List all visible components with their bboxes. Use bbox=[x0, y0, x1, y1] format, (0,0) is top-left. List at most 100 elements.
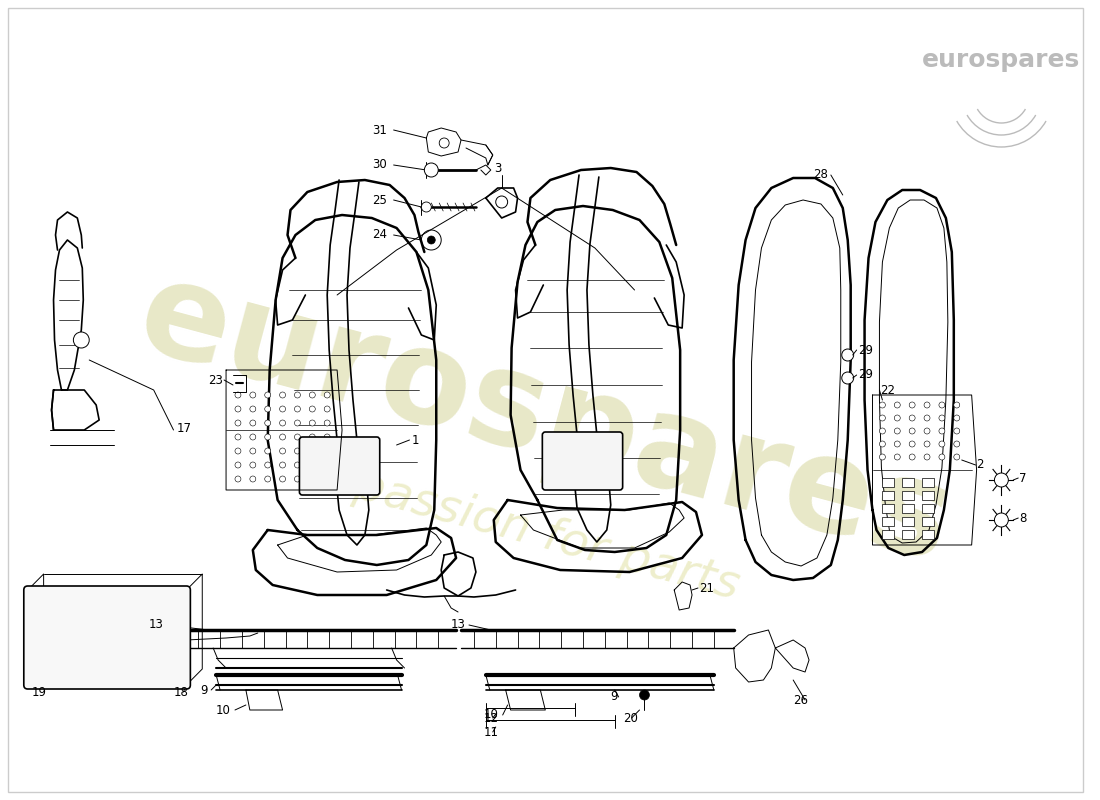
Circle shape bbox=[954, 428, 959, 434]
Circle shape bbox=[250, 462, 256, 468]
Text: 10: 10 bbox=[216, 703, 231, 717]
Circle shape bbox=[295, 462, 300, 468]
Circle shape bbox=[279, 448, 286, 454]
Circle shape bbox=[235, 434, 241, 440]
Circle shape bbox=[939, 441, 945, 447]
Circle shape bbox=[235, 476, 241, 482]
Text: 11: 11 bbox=[484, 726, 498, 738]
Circle shape bbox=[924, 402, 930, 408]
Text: eurospares: eurospares bbox=[922, 48, 1080, 72]
Text: 12: 12 bbox=[484, 711, 498, 725]
Circle shape bbox=[295, 406, 300, 412]
Circle shape bbox=[954, 402, 959, 408]
Circle shape bbox=[421, 230, 441, 250]
Bar bbox=[922, 491, 934, 500]
Circle shape bbox=[235, 406, 241, 412]
Text: 28: 28 bbox=[813, 169, 828, 182]
Circle shape bbox=[235, 392, 241, 398]
Circle shape bbox=[939, 415, 945, 421]
Circle shape bbox=[279, 434, 286, 440]
Circle shape bbox=[250, 392, 256, 398]
FancyBboxPatch shape bbox=[542, 432, 623, 490]
Text: 9: 9 bbox=[609, 690, 617, 703]
Circle shape bbox=[265, 448, 271, 454]
Circle shape bbox=[295, 420, 300, 426]
Circle shape bbox=[309, 420, 316, 426]
Circle shape bbox=[324, 476, 330, 482]
Circle shape bbox=[250, 476, 256, 482]
Circle shape bbox=[954, 415, 959, 421]
Circle shape bbox=[295, 476, 300, 482]
Text: 20: 20 bbox=[623, 711, 638, 725]
Circle shape bbox=[439, 138, 449, 148]
Circle shape bbox=[894, 402, 900, 408]
Circle shape bbox=[894, 454, 900, 460]
Text: 10: 10 bbox=[484, 709, 498, 722]
Circle shape bbox=[421, 202, 431, 212]
Circle shape bbox=[427, 236, 436, 244]
Text: 22: 22 bbox=[880, 383, 895, 397]
Text: 26: 26 bbox=[793, 694, 808, 706]
Text: 29: 29 bbox=[858, 369, 872, 382]
Circle shape bbox=[32, 664, 44, 676]
Circle shape bbox=[309, 448, 316, 454]
Circle shape bbox=[295, 448, 300, 454]
Text: 17: 17 bbox=[176, 422, 191, 434]
Circle shape bbox=[265, 462, 271, 468]
Text: 18: 18 bbox=[174, 686, 188, 698]
Circle shape bbox=[910, 428, 915, 434]
Bar bbox=[882, 517, 894, 526]
Bar bbox=[882, 504, 894, 513]
Circle shape bbox=[639, 690, 649, 700]
Circle shape bbox=[910, 454, 915, 460]
Circle shape bbox=[954, 454, 959, 460]
Circle shape bbox=[842, 349, 854, 361]
Circle shape bbox=[924, 428, 930, 434]
Circle shape bbox=[295, 434, 300, 440]
Circle shape bbox=[879, 428, 886, 434]
Circle shape bbox=[324, 462, 330, 468]
Circle shape bbox=[265, 392, 271, 398]
FancyBboxPatch shape bbox=[299, 437, 380, 495]
Bar bbox=[902, 504, 914, 513]
Text: 24: 24 bbox=[372, 229, 387, 242]
Circle shape bbox=[265, 476, 271, 482]
Bar bbox=[902, 478, 914, 487]
Circle shape bbox=[309, 462, 316, 468]
Circle shape bbox=[924, 454, 930, 460]
Circle shape bbox=[265, 420, 271, 426]
Circle shape bbox=[425, 163, 438, 177]
Bar bbox=[882, 478, 894, 487]
Circle shape bbox=[879, 454, 886, 460]
Bar bbox=[902, 530, 914, 539]
Text: a passion for parts: a passion for parts bbox=[307, 451, 744, 609]
Circle shape bbox=[842, 372, 854, 384]
Circle shape bbox=[265, 434, 271, 440]
Circle shape bbox=[279, 420, 286, 426]
Circle shape bbox=[879, 415, 886, 421]
Circle shape bbox=[939, 402, 945, 408]
Circle shape bbox=[250, 420, 256, 426]
Circle shape bbox=[910, 415, 915, 421]
Circle shape bbox=[250, 406, 256, 412]
Text: 9: 9 bbox=[200, 683, 208, 697]
Text: 30: 30 bbox=[372, 158, 386, 171]
Circle shape bbox=[879, 441, 886, 447]
Text: 7: 7 bbox=[1020, 471, 1026, 485]
Bar bbox=[882, 491, 894, 500]
Text: 1: 1 bbox=[411, 434, 419, 446]
Text: 13: 13 bbox=[451, 618, 466, 631]
Circle shape bbox=[994, 473, 1009, 487]
Circle shape bbox=[74, 332, 89, 348]
Circle shape bbox=[265, 406, 271, 412]
Circle shape bbox=[295, 392, 300, 398]
Bar bbox=[902, 491, 914, 500]
Circle shape bbox=[939, 454, 945, 460]
Circle shape bbox=[309, 476, 316, 482]
Circle shape bbox=[894, 415, 900, 421]
Circle shape bbox=[939, 428, 945, 434]
Circle shape bbox=[954, 441, 959, 447]
Circle shape bbox=[250, 448, 256, 454]
Text: 8: 8 bbox=[1020, 511, 1026, 525]
Text: 13: 13 bbox=[148, 618, 164, 631]
